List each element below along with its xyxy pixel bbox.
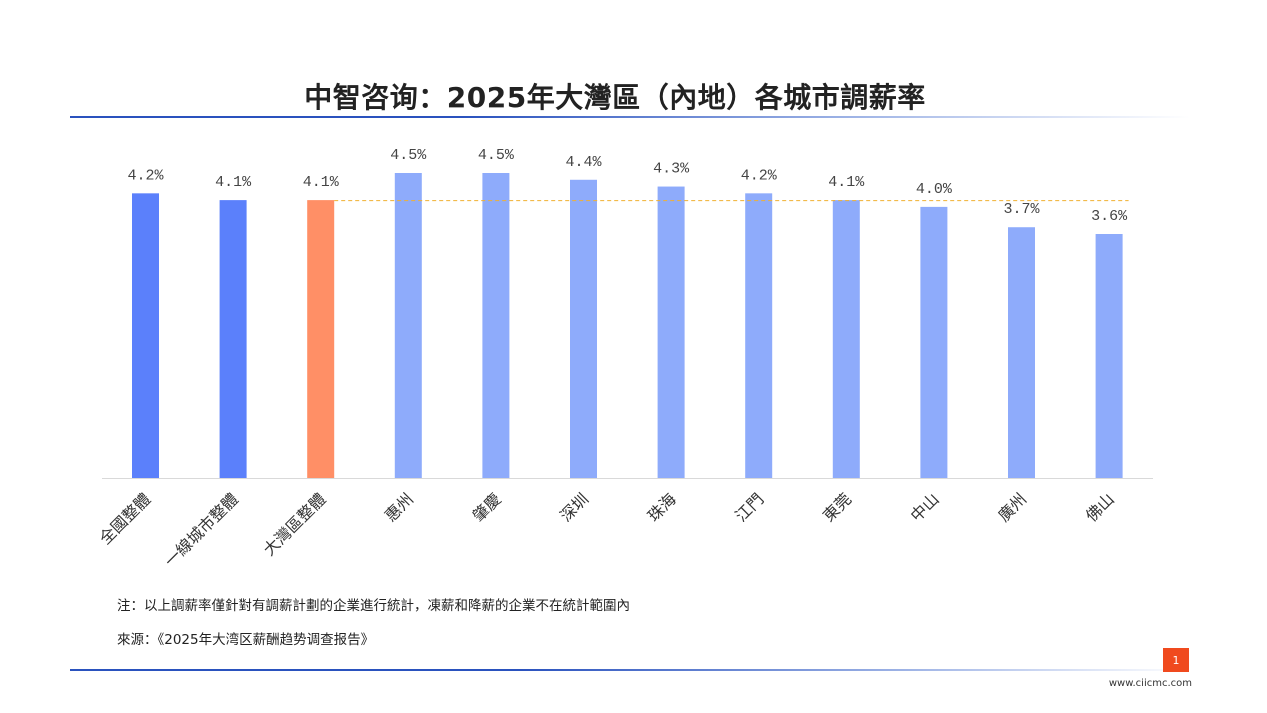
category-label-8: 江門	[731, 489, 767, 525]
bar-6	[570, 179, 597, 478]
footer-rule	[70, 669, 1190, 671]
data-label-9: 4.1%	[828, 174, 865, 191]
category-label-11: 廣州	[994, 489, 1030, 525]
bar-3	[307, 200, 335, 478]
website-url: www.ciicmc.com	[1108, 678, 1192, 689]
category-label-1: 全國整體	[96, 489, 155, 548]
category-label-6: 深圳	[556, 489, 592, 525]
data-label-2: 4.1%	[215, 174, 252, 191]
category-label-9: 東莞	[819, 489, 855, 525]
footnote: 注：以上調薪率僅針對有調薪計劃的企業進行統計，凍薪和降薪的企業不在統計範圍內	[117, 598, 630, 614]
data-label-11: 3.7%	[1003, 201, 1040, 218]
bar-11	[1008, 227, 1035, 478]
bar-10	[920, 206, 948, 478]
source-citation: 來源：《2025年大湾区薪酬趋势调查报告》	[117, 632, 375, 648]
title-underline	[70, 116, 1190, 118]
bar-5	[482, 173, 510, 478]
category-label-5: 肇慶	[469, 489, 505, 525]
data-label-7: 4.3%	[653, 161, 690, 178]
bar-2	[219, 200, 247, 478]
data-label-1: 4.2%	[127, 167, 164, 184]
bar-4	[394, 173, 422, 478]
bar-1	[132, 193, 159, 479]
category-label-4: 惠州	[381, 489, 417, 525]
data-label-4: 4.5%	[390, 147, 427, 164]
category-label-10: 中山	[907, 489, 943, 525]
bar-7	[657, 186, 685, 479]
data-label-6: 4.4%	[565, 154, 602, 171]
bar-12	[1095, 234, 1123, 478]
data-label-3: 4.1%	[303, 174, 340, 191]
bar-chart: 4.2% 4.1% 4.1% 4.5% 4.5% 4.4% 4.3% 4.2% 4.1% 4.0%…	[96, 147, 1153, 571]
category-label-2: 一線城市整體	[161, 489, 242, 570]
category-label-3: 大灣區整體	[260, 489, 330, 559]
chart-title: 中智咨询：2025年大灣區（內地）各城市調薪率	[304, 81, 926, 114]
category-label-7: 珠海	[644, 489, 680, 525]
bar-9	[832, 200, 860, 478]
data-label-10: 4.0%	[916, 181, 953, 198]
page-number-badge: 1	[1163, 648, 1189, 672]
data-label-12: 3.6%	[1091, 208, 1128, 225]
data-label-5: 4.5%	[478, 147, 515, 164]
bar-8	[745, 193, 773, 479]
category-label-12: 佛山	[1082, 489, 1118, 525]
data-label-8: 4.2%	[741, 167, 778, 184]
